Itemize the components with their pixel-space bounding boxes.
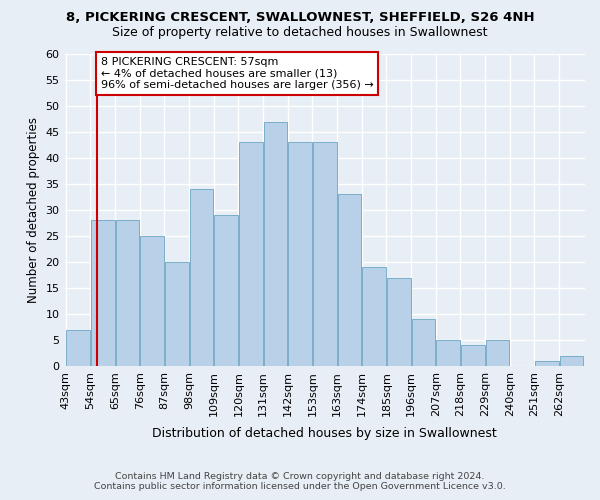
Bar — [313, 142, 337, 366]
Bar — [214, 215, 238, 366]
Bar — [412, 319, 435, 366]
Bar — [239, 142, 263, 366]
Text: 8 PICKERING CRESCENT: 57sqm
← 4% of detached houses are smaller (13)
96% of semi: 8 PICKERING CRESCENT: 57sqm ← 4% of deta… — [101, 56, 373, 90]
Bar — [263, 122, 287, 366]
Bar — [289, 142, 312, 366]
Text: 8, PICKERING CRESCENT, SWALLOWNEST, SHEFFIELD, S26 4NH: 8, PICKERING CRESCENT, SWALLOWNEST, SHEF… — [65, 11, 535, 24]
Bar — [338, 194, 361, 366]
Bar — [165, 262, 188, 366]
Text: Contains HM Land Registry data © Crown copyright and database right 2024.
Contai: Contains HM Land Registry data © Crown c… — [94, 472, 506, 491]
Bar — [387, 278, 410, 366]
X-axis label: Distribution of detached houses by size in Swallownest: Distribution of detached houses by size … — [152, 427, 497, 440]
Bar — [535, 360, 559, 366]
Bar — [461, 345, 485, 366]
Bar — [362, 267, 386, 366]
Bar — [67, 330, 90, 366]
Text: Size of property relative to detached houses in Swallownest: Size of property relative to detached ho… — [112, 26, 488, 39]
Bar — [436, 340, 460, 366]
Bar — [485, 340, 509, 366]
Y-axis label: Number of detached properties: Number of detached properties — [27, 117, 40, 303]
Bar — [116, 220, 139, 366]
Bar — [190, 189, 213, 366]
Bar — [91, 220, 115, 366]
Bar — [140, 236, 164, 366]
Bar — [560, 356, 583, 366]
